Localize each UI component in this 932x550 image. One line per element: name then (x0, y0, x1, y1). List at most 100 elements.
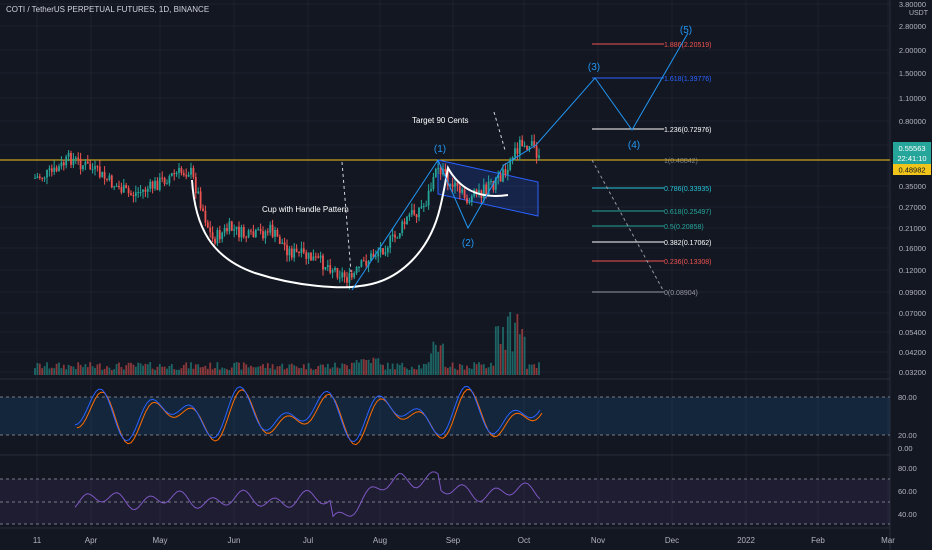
stoch-tick-label: 80.00 (898, 393, 917, 402)
volume-bar (490, 362, 492, 375)
volume-bar (506, 316, 509, 375)
volume-bar (295, 366, 298, 375)
volume-bar (204, 365, 207, 375)
elliott-wave-path[interactable] (351, 32, 689, 291)
volume-bar (166, 368, 168, 375)
volume-bar (242, 362, 245, 375)
candle-body (41, 177, 44, 179)
target-annotation[interactable]: Target 90 Cents (412, 116, 468, 125)
volume-bar (446, 367, 449, 375)
price-tick-label: 0.21000 (899, 224, 926, 233)
cup-projection-line[interactable] (341, 161, 352, 273)
level-price-label: 0.48982 (898, 166, 925, 175)
volume-bar (209, 362, 212, 375)
candle-body (343, 272, 346, 278)
candle-body (48, 168, 51, 170)
candle-body (173, 173, 176, 175)
fib-level-label: 0(0.08904) (664, 290, 698, 297)
time-axis[interactable]: 11 Apr May Jun Jul Aug Sep Oct Nov Dec 2022 Feb Mar (33, 536, 895, 545)
volume-bar (151, 368, 154, 375)
fib-trend-line[interactable] (591, 159, 665, 293)
volume-bar (178, 369, 180, 375)
volume-bar (158, 364, 161, 375)
current-price-badge (893, 142, 931, 164)
candle-body (377, 252, 380, 257)
rsi-tick-label: 60.00 (898, 487, 917, 496)
rsi-axis[interactable]: 80.00 60.00 40.00 (898, 464, 917, 519)
candle-body (494, 177, 497, 190)
candle-body (70, 152, 72, 165)
volume-bar (65, 369, 68, 375)
candle-body (295, 248, 298, 252)
candle-body (533, 141, 536, 146)
volume-bar (146, 364, 149, 375)
candle-body (446, 171, 449, 186)
candle-body (38, 176, 41, 178)
volume-bar (240, 369, 243, 375)
candle-body (514, 148, 516, 158)
candle-body (108, 175, 111, 180)
candle-body (322, 255, 324, 270)
volume-bar (235, 362, 238, 375)
candle-body (497, 175, 500, 178)
candle-body (235, 226, 238, 230)
candle-body (516, 148, 519, 154)
candle-body (346, 277, 348, 283)
candle-body (211, 232, 214, 239)
volume-bar (170, 364, 173, 375)
candle-body (506, 169, 509, 175)
volume-bar (398, 365, 401, 375)
volume-bar (70, 366, 72, 375)
candle-body (233, 229, 236, 231)
candle-body (509, 159, 512, 170)
time-tick-label: May (152, 536, 167, 545)
time-tick-label: Oct (518, 536, 531, 545)
price-tick-label: 0.03200 (899, 368, 926, 377)
cup-annotation[interactable]: Cup with Handle Pattern (262, 205, 349, 214)
candle-body (276, 229, 279, 237)
volume-bar (254, 367, 257, 375)
volume-bar (34, 368, 36, 375)
candle-body (302, 248, 305, 253)
volume-bar (314, 369, 317, 375)
stoch-axis[interactable]: 80.00 20.00 0.00 (898, 393, 917, 453)
time-tick-label: 2022 (737, 536, 755, 545)
candle-body (528, 146, 531, 150)
volume-bar (245, 364, 248, 375)
volume-bar (190, 362, 192, 375)
volume-bar (89, 362, 92, 375)
volume-bar (41, 368, 44, 375)
candle-body (53, 167, 56, 172)
price-tick-label: 2.80000 (899, 22, 926, 31)
fib-extension[interactable]: 1.886(2.20519) 1.618(1.39776) 1.236(0.7297… (592, 42, 711, 297)
candle-body (144, 189, 147, 192)
volume-bar (156, 366, 159, 375)
cup-with-handle-curve[interactable] (191, 165, 509, 289)
volume-bar (535, 367, 538, 375)
candle-body (163, 177, 166, 184)
volume-bar (348, 369, 351, 375)
volume-bar (250, 365, 252, 375)
candle-body (451, 184, 454, 187)
candle-body (151, 181, 154, 189)
volume-bars (34, 311, 540, 375)
candle-body (134, 192, 137, 197)
wave-label-1: (1) (434, 144, 446, 155)
candle-body (389, 236, 392, 248)
candle-body (228, 221, 231, 232)
volume-bar (79, 364, 82, 375)
fib-level-label: 0.618(0.25497) (664, 209, 711, 216)
candle-body (55, 167, 58, 172)
candle-body (43, 177, 46, 179)
candle-body (468, 201, 471, 203)
fib-level-label: 0.382(0.17062) (664, 240, 711, 247)
volume-bar (60, 368, 63, 375)
candle-body (502, 169, 504, 182)
candle-body (274, 229, 276, 237)
volume-bar (290, 363, 293, 375)
target-projection-line[interactable] (493, 111, 506, 151)
volume-bar (372, 357, 375, 375)
volume-bar (391, 363, 394, 375)
price-axis[interactable]: 3.80000 2.80000 2.00000 1.50000 1.10000 0.800… (899, 0, 926, 377)
